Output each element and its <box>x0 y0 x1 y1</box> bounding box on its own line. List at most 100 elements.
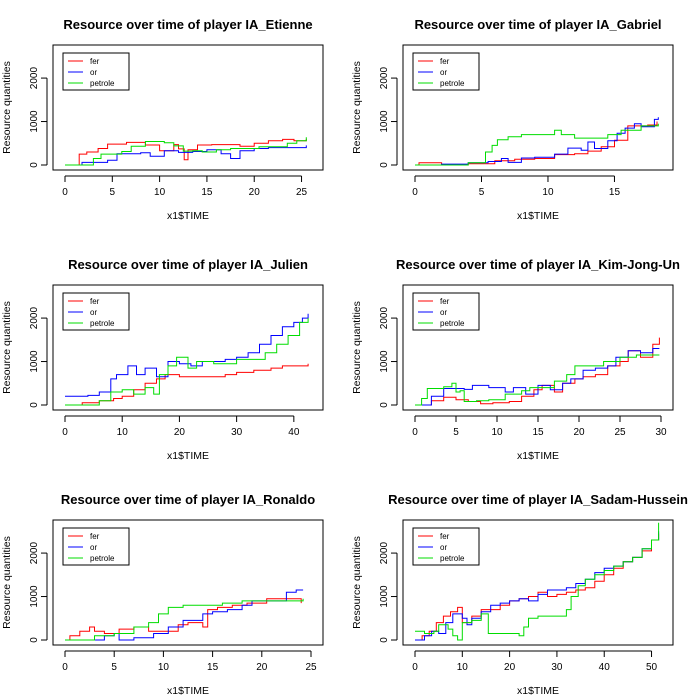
x-tick-label: 20 <box>256 662 268 673</box>
y-tick-label: 0 <box>29 402 40 408</box>
y-tick-label: 1000 <box>379 110 390 133</box>
chart-panel: Resource over time of player IA_Gabriel 0… <box>351 17 674 222</box>
chart-title: Resource over time of player IA_Kim-Jong… <box>396 257 680 272</box>
legend-label: or <box>440 543 447 552</box>
x-tick-label: 30 <box>655 427 667 438</box>
x-tick-label: 0 <box>62 187 68 198</box>
legend-label: fer <box>90 532 100 541</box>
chart-panel: Resource over time of player IA_Ronaldo 0… <box>1 492 324 697</box>
legend-label: or <box>90 68 97 77</box>
legend: fer or petrole <box>412 52 480 91</box>
x-tick-label: 40 <box>599 662 611 673</box>
y-axis-label: Resource quantities <box>1 301 13 394</box>
y-tick-label: 1000 <box>379 350 390 373</box>
legend-label: petrole <box>90 319 115 328</box>
legend-label: or <box>440 308 447 317</box>
legend-label: petrole <box>90 79 115 88</box>
y-axis-label: Resource quantities <box>351 536 363 629</box>
series-line-petrole <box>415 354 660 406</box>
legend-label: fer <box>90 297 100 306</box>
legend-label: fer <box>440 297 450 306</box>
x-tick-label: 20 <box>249 187 261 198</box>
x-tick-label: 10 <box>158 662 170 673</box>
x-tick-label: 20 <box>504 662 516 673</box>
legend-label: or <box>90 308 97 317</box>
x-axis-label: x1$TIME <box>167 685 209 697</box>
x-tick-label: 10 <box>117 427 129 438</box>
series-line-fer <box>415 337 660 406</box>
x-tick-label: 0 <box>412 662 418 673</box>
plot-frame <box>52 284 324 411</box>
plot-frame <box>402 519 674 646</box>
series-line-fer <box>65 363 309 406</box>
y-tick-label: 0 <box>379 402 390 408</box>
x-tick-label: 30 <box>551 662 563 673</box>
series-line-or <box>415 117 659 166</box>
x-tick-label: 20 <box>174 427 186 438</box>
plot-frame <box>402 284 674 411</box>
x-tick-label: 15 <box>207 662 219 673</box>
chart-panel: Resource over time of player IA_Julien 0 1… <box>1 257 324 462</box>
x-tick-label: 25 <box>614 427 626 438</box>
x-tick-label: 5 <box>111 662 117 673</box>
series-line-petrole <box>415 123 659 166</box>
series-line-fer <box>415 121 658 166</box>
x-axis-label: x1$TIME <box>167 210 209 222</box>
legend-label: or <box>440 68 447 77</box>
plot-frame <box>402 44 674 171</box>
y-tick-label: 1000 <box>29 585 40 608</box>
x-tick-label: 0 <box>412 187 418 198</box>
chart-title: Resource over time of player IA_Julien <box>68 257 308 272</box>
x-tick-label: 10 <box>542 187 554 198</box>
series-line-fer <box>65 598 302 641</box>
legend: fer or petrole <box>62 52 130 91</box>
chart-title: Resource over time of player IA_Ronaldo <box>61 492 315 507</box>
legend-label: fer <box>90 57 100 66</box>
legend: fer or petrole <box>62 292 130 331</box>
x-tick-label: 5 <box>479 187 485 198</box>
series-line-fer <box>415 533 660 641</box>
legend-label: petrole <box>440 319 465 328</box>
x-axis-label: x1$TIME <box>517 450 559 462</box>
plot-frame <box>52 44 324 171</box>
y-tick-label: 0 <box>29 637 40 643</box>
x-axis-label: x1$TIME <box>517 685 559 697</box>
x-tick-label: 15 <box>532 427 544 438</box>
series-line-fer <box>65 138 307 166</box>
x-tick-label: 40 <box>288 427 300 438</box>
x-axis-label: x1$TIME <box>167 450 209 462</box>
chart-panel: Resource over time of player IA_Sadam-Hu… <box>351 492 688 697</box>
y-axis-label: Resource quantities <box>1 61 13 154</box>
y-tick-label: 0 <box>379 162 390 168</box>
y-axis-label: Resource quantities <box>1 536 13 629</box>
series-line-or <box>65 589 304 641</box>
legend: fer or petrole <box>62 527 130 566</box>
y-tick-label: 0 <box>29 162 40 168</box>
y-axis-label: Resource quantities <box>351 61 363 154</box>
series-line-petrole <box>65 318 309 406</box>
chart-panel: Resource over time of player IA_Kim-Jong… <box>351 257 680 462</box>
series-line-petrole <box>65 137 307 166</box>
legend: fer or petrole <box>412 527 480 566</box>
y-axis-label: Resource quantities <box>351 301 363 394</box>
y-tick-label: 2000 <box>379 307 390 330</box>
x-tick-label: 10 <box>491 427 503 438</box>
x-tick-label: 10 <box>154 187 166 198</box>
x-tick-label: 5 <box>453 427 459 438</box>
legend-label: fer <box>440 57 450 66</box>
x-tick-label: 15 <box>201 187 213 198</box>
y-tick-label: 1000 <box>29 350 40 373</box>
legend-label: or <box>90 543 97 552</box>
chart-title: Resource over time of player IA_Etienne <box>63 17 312 32</box>
y-tick-label: 2000 <box>29 307 40 330</box>
x-tick-label: 5 <box>110 187 116 198</box>
y-tick-label: 2000 <box>29 67 40 90</box>
legend-label: petrole <box>440 79 465 88</box>
series-line-petrole <box>65 598 304 641</box>
y-tick-label: 2000 <box>379 542 390 565</box>
y-tick-label: 1000 <box>379 585 390 608</box>
legend-label: fer <box>440 532 450 541</box>
x-tick-label: 15 <box>609 187 621 198</box>
x-tick-label: 0 <box>62 662 68 673</box>
